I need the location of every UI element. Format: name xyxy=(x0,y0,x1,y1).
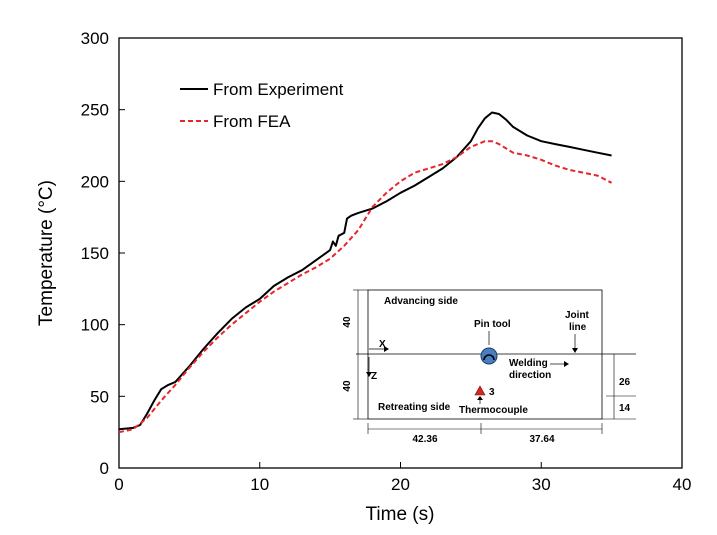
dim-right-bottom-label: 14 xyxy=(619,403,631,414)
thermocouple-number: 3 xyxy=(489,387,495,398)
legend: From Experiment From FEA xyxy=(180,80,344,131)
legend-label-experiment: From Experiment xyxy=(213,80,344,99)
welding-direction-label-1: Welding xyxy=(509,358,548,369)
joint-line-label-2: line xyxy=(569,322,587,333)
retreating-side-label: Retreating side xyxy=(378,402,451,413)
pin-tool-rotation-icon xyxy=(483,354,495,361)
x-tick-label: 30 xyxy=(532,475,551,494)
advancing-side-label: Advancing side xyxy=(384,296,458,307)
y-tick-label: 0 xyxy=(100,459,109,478)
x-axis-title: Time (s) xyxy=(366,504,435,525)
y-tick-label: 150 xyxy=(81,244,109,263)
dim-right-width-label: 37.64 xyxy=(529,434,554,445)
y-axis-title: Temperature (°C) xyxy=(36,180,57,326)
x-tick-label: 40 xyxy=(673,475,692,494)
joint-line-label-1: Joint xyxy=(565,310,590,321)
x-tick-label: 20 xyxy=(391,475,410,494)
welding-direction-arrow-head xyxy=(564,361,569,367)
inset-background xyxy=(354,283,640,435)
dim-bottom-label: 40 xyxy=(342,380,353,392)
pin-tool-label: Pin tool xyxy=(474,319,511,330)
dim-right-top-label: 26 xyxy=(619,377,631,388)
y-tick-label: 300 xyxy=(81,29,109,48)
legend-label-fea: From FEA xyxy=(213,112,291,131)
joint-line-pointer-head xyxy=(572,348,578,353)
series-layer xyxy=(118,111,613,434)
thermocouple-pointer-head xyxy=(477,396,483,400)
dim-left-width-label: 42.36 xyxy=(412,434,437,445)
x-tick-label: 10 xyxy=(250,475,269,494)
y-tick-label: 50 xyxy=(90,387,109,406)
inset-schematic: 40 40 26 14 42.36 37.64 Advancing side P… xyxy=(342,283,640,445)
welding-direction-label-2: direction xyxy=(509,370,551,381)
y-tick-label: 200 xyxy=(81,172,109,191)
series-line-fea xyxy=(118,140,613,434)
thermocouple-label: Thermocouple xyxy=(459,405,528,416)
x-axis-arrow-head xyxy=(384,346,389,352)
dim-top-label: 40 xyxy=(342,316,353,328)
axis-ticks: 0 10 20 30 40 0 50 100 150 200 250 300 xyxy=(81,29,692,494)
series-line-experiment xyxy=(118,111,612,431)
x-axis-label: X xyxy=(379,339,386,350)
pin-tool-icon xyxy=(480,347,498,365)
x-tick-label: 0 xyxy=(114,475,123,494)
z-axis-arrow-head xyxy=(366,372,372,377)
plate-outline xyxy=(367,289,603,420)
y-tick-label: 100 xyxy=(81,316,109,335)
z-axis-label: Z xyxy=(371,371,377,382)
y-tick-label: 250 xyxy=(81,101,109,120)
thermocouple-icon xyxy=(474,385,486,396)
